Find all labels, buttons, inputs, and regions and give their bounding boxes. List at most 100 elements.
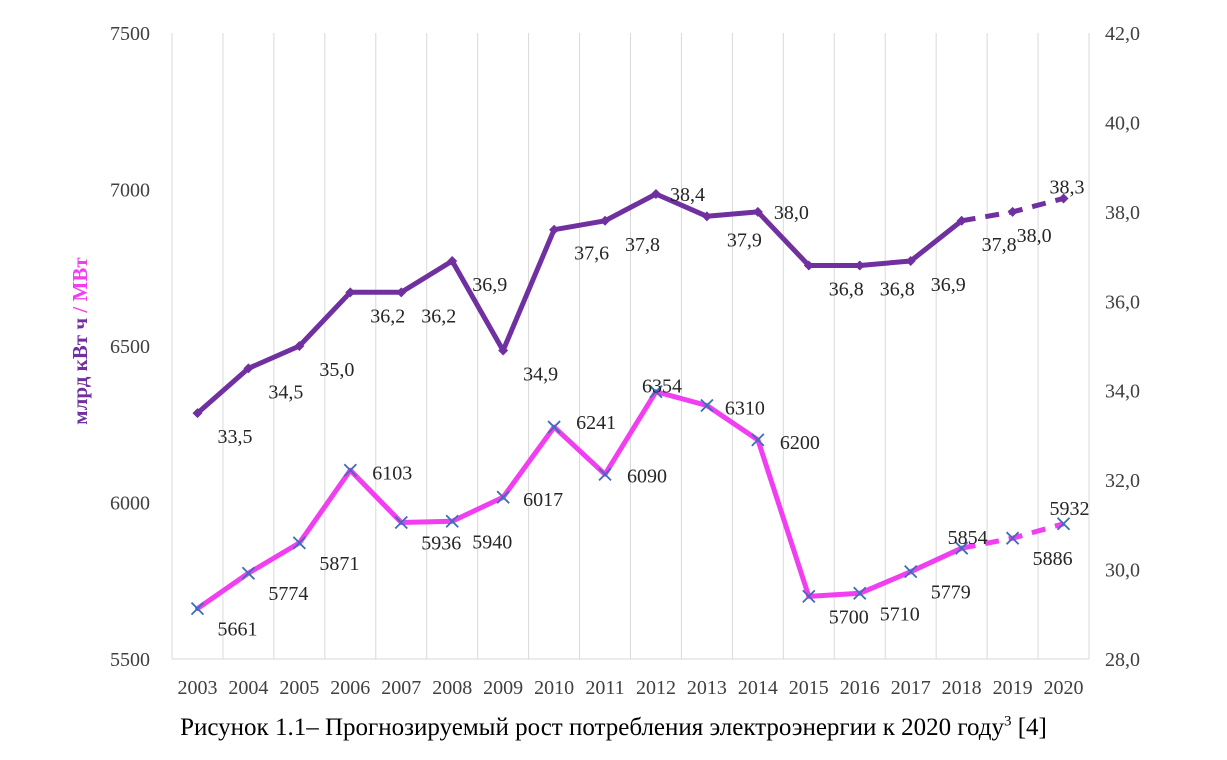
data-label: 36,9 [472,274,507,296]
x-tick-label: 2015 [789,677,829,699]
data-point [803,260,814,271]
x-tick-label: 2013 [687,677,727,699]
data-label: 36,8 [829,279,864,301]
data-label: 5661 [217,619,257,641]
y-tick-label: 5500 [110,649,150,671]
x-tick-label: 2004 [228,677,268,699]
right-axis-ticks: 28,0 30,0 32,0 34,0 36,0 38,0 40,0 42,0 [1105,23,1140,671]
data-point [241,566,256,580]
data-point [700,398,714,413]
left-axis-ticks: 5500 6000 6500 7000 7500 [110,23,150,671]
data-point [956,215,967,226]
x-tick-label: 2020 [1044,677,1084,699]
data-label: 5932 [1050,498,1090,520]
data-point [192,408,203,419]
y2-tick-label: 42,0 [1105,23,1140,45]
data-label: 38,0 [774,202,809,224]
data-label: 5710 [880,603,920,625]
data-label: 6103 [372,462,412,484]
data-label: 36,9 [931,274,966,296]
data-point [1007,206,1018,217]
data-label: 35,0 [319,359,354,381]
data-point [547,420,561,434]
y2-tick-label: 32,0 [1105,470,1140,492]
data-point [549,224,560,235]
caption-footnote-mark: 3 [1003,713,1012,730]
data-label: 36,8 [880,279,915,301]
data-point [955,541,969,555]
y-tick-label: 7500 [110,23,150,45]
data-point [905,256,916,267]
data-label: 34,9 [523,363,558,385]
data-label: 5854 [948,527,988,549]
data-label: 6090 [627,465,667,487]
data-point [396,287,407,298]
y-tick-label: 6500 [110,336,150,358]
data-point [598,467,612,481]
y2-tick-label: 34,0 [1105,381,1140,403]
data-label: 5940 [472,531,512,553]
data-label: 36,2 [370,305,405,327]
figure-caption: Рисунок 1.1– Прогнозируемый рост потребл… [0,714,1227,742]
y-axis-label-sep: / [68,301,92,317]
data-point [701,211,712,222]
x-tick-label: 2017 [891,677,931,699]
data-point [751,433,765,447]
data-label: 5700 [829,606,869,628]
data-label: 34,5 [268,381,303,403]
data-point [649,385,663,399]
data-label: 38,3 [1050,176,1085,198]
x-tick-label: 2012 [636,677,676,699]
data-label: 6354 [642,376,682,398]
x-tick-label: 2005 [279,677,319,699]
data-point [447,256,458,267]
data-point [904,565,918,579]
data-point [445,514,459,528]
data-label: 5886 [1033,548,1073,570]
data-label: 37,6 [574,243,609,265]
data-label: 6200 [780,432,820,454]
x-tick-label: 2014 [738,677,778,699]
data-point [1056,517,1071,531]
x-tick-label: 2007 [381,677,421,699]
data-label: 33,5 [217,426,252,448]
data-point [802,589,816,604]
data-label: 5779 [931,582,971,604]
x-tick-label: 2016 [840,677,880,699]
data-label: 37,8 [625,234,660,256]
data-point [1005,531,1020,545]
series-energy: 33,5 34,5 35,0 36,2 36,2 36,9 34,9 37,6 37,8 38,4… [192,176,1085,448]
data-point [394,515,408,530]
data-point [650,188,661,199]
y2-tick-label: 30,0 [1105,560,1140,582]
series-power: 5661 5774 5871 6103 5936 5940 6017 6241 6090 6354… [190,376,1090,641]
grid-lines [171,33,1090,660]
data-point [243,363,254,374]
x-tick-label: 2011 [585,677,624,699]
data-label: 36,2 [421,305,456,327]
caption-reference: [4] [1011,714,1047,741]
data-point [752,206,763,217]
x-tick-label: 2018 [942,677,982,699]
data-point [345,287,356,298]
y2-tick-label: 38,0 [1105,202,1140,224]
data-point [190,601,205,616]
data-point [292,536,306,550]
x-tick-label: 2009 [483,677,523,699]
x-tick-label: 2019 [993,677,1033,699]
data-label: 5936 [421,533,461,555]
data-point [294,341,305,351]
data-label: 5871 [319,553,359,575]
data-label: 38,4 [670,184,705,206]
data-label: 37,8 [982,234,1017,256]
data-point [600,215,611,226]
y-tick-label: 7000 [110,180,150,202]
y-axis-label-part1: млрд кВт ч [68,318,92,425]
data-point [498,345,509,356]
data-label: 6241 [576,412,616,434]
data-point [343,463,357,477]
x-tick-label: 2006 [330,677,370,699]
y2-tick-label: 36,0 [1105,291,1140,313]
series-line [195,389,965,612]
data-point [854,260,865,271]
